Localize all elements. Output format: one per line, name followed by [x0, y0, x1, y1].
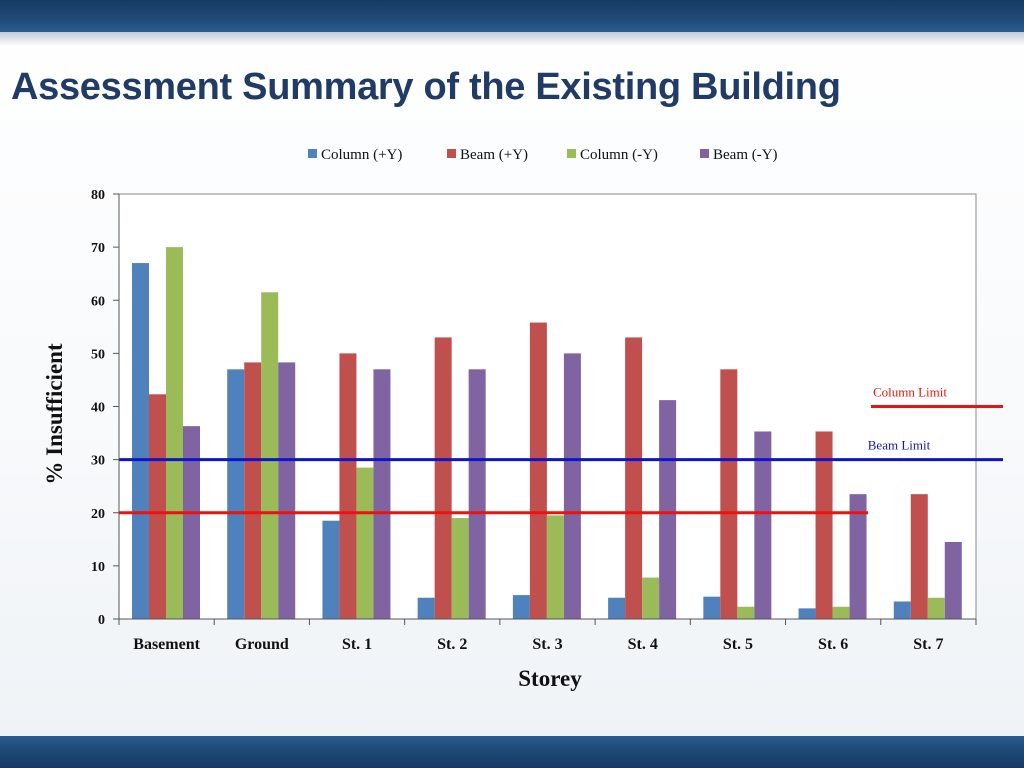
bar-column-y-st-1 [322, 520, 340, 619]
legend-item: Beam (+Y) [447, 147, 528, 163]
y-tick-label: 60 [91, 294, 105, 309]
legend-label: Beam (+Y) [460, 147, 528, 163]
top-banner [0, 0, 1024, 46]
bar-beam-y-st-6 [849, 494, 867, 619]
x-tick-label: St. 3 [532, 636, 562, 653]
bar-beam-y-st-3 [563, 353, 581, 619]
reference-lines: Column Limit Beam Limit [119, 385, 1003, 515]
y-axis-label: % Insufficient [42, 343, 67, 485]
bar-beam-y-st-7 [944, 541, 962, 619]
legend-item: Column (-Y) [567, 147, 658, 163]
x-tick-label: St. 4 [628, 636, 658, 653]
bar-column-y-st-2 [417, 597, 435, 619]
bar-beam-y-st-2 [434, 337, 452, 619]
bar-column-y-st-4 [608, 597, 626, 619]
y-tick-label: 80 [91, 188, 105, 203]
bar-beam-y-st-6 [815, 431, 833, 619]
bar-column-y-st-2 [451, 518, 469, 619]
y-tick-label: 40 [91, 401, 105, 416]
bar-beam-y-st-1 [339, 353, 357, 619]
x-tick-label: St. 7 [913, 636, 943, 653]
legend-label: Beam (-Y) [713, 147, 778, 163]
x-tick-label: St. 5 [723, 636, 753, 653]
bar-beam-y-basement [183, 426, 200, 619]
x-axis-label: Storey [518, 666, 582, 691]
bar-column-y-basement [132, 263, 149, 619]
bar-column-y-st-1 [356, 467, 374, 619]
y-tick-label: 70 [91, 241, 105, 256]
y-tick-label: 50 [91, 347, 105, 362]
bar-beam-y-st-5 [720, 369, 738, 619]
legend-label: Column (+Y) [321, 147, 402, 163]
legend-item: Column (+Y) [308, 147, 402, 163]
axes: 0 10 20 30 40 50 60 70 80 Basement Ground St. 1 St. … [91, 188, 977, 653]
beam-limit-label: Beam Limit [868, 438, 931, 453]
bar-column-y-st-7 [893, 601, 911, 619]
bar-column-y-ground [227, 369, 245, 619]
bar-beam-y-st-5 [754, 431, 772, 619]
bar-beam-y-st-1 [373, 369, 391, 619]
bar-column-y-st-6 [832, 606, 850, 619]
bar-column-y-st-3 [512, 595, 530, 619]
bar-beam-y-st-4 [659, 400, 677, 619]
bottom-banner [0, 736, 1024, 768]
x-tick-label: Basement [133, 636, 200, 653]
legend-swatch [567, 149, 576, 158]
bar-beam-y-ground [244, 362, 262, 619]
x-tick-label: St. 2 [437, 636, 467, 653]
bar-column-y-st-6 [798, 608, 816, 619]
x-tick-label: St. 1 [342, 636, 372, 653]
x-tick-label: Ground [235, 636, 289, 653]
bar-beam-y-st-4 [625, 337, 643, 619]
bar-column-y-basement [166, 247, 183, 619]
bar-beam-y-st-3 [529, 322, 547, 619]
bar-column-y-st-7 [927, 597, 945, 619]
legend-swatch [308, 149, 317, 158]
legend-swatch [700, 149, 709, 158]
legend-item: Beam (-Y) [700, 147, 778, 163]
bar-column-y-st-3 [546, 515, 564, 619]
bar-column-y-ground [261, 292, 279, 619]
y-tick-label: 10 [91, 560, 105, 575]
bar-column-y-st-5 [737, 606, 755, 619]
bar-beam-y-basement [149, 394, 166, 619]
x-tick-label: St. 6 [818, 636, 848, 653]
column-limit-label: Column Limit [873, 385, 947, 400]
bar-group [132, 247, 962, 619]
y-tick-label: 20 [91, 507, 105, 522]
slide-title: Assessment Summary of the Existing Build… [11, 66, 841, 108]
y-tick-label: 30 [91, 454, 105, 469]
chart-legend: Column (+Y) Beam (+Y) Column (-Y) Beam (-Y) [308, 147, 778, 163]
bar-column-y-st-5 [703, 596, 721, 619]
y-tick-label: 0 [98, 613, 105, 628]
bar-beam-y-st-7 [910, 494, 928, 619]
bar-beam-y-ground [278, 362, 296, 619]
bar-column-y-st-4 [642, 577, 660, 619]
legend-swatch [447, 149, 456, 158]
legend-label: Column (-Y) [580, 147, 658, 163]
bar-beam-y-st-2 [468, 369, 486, 619]
